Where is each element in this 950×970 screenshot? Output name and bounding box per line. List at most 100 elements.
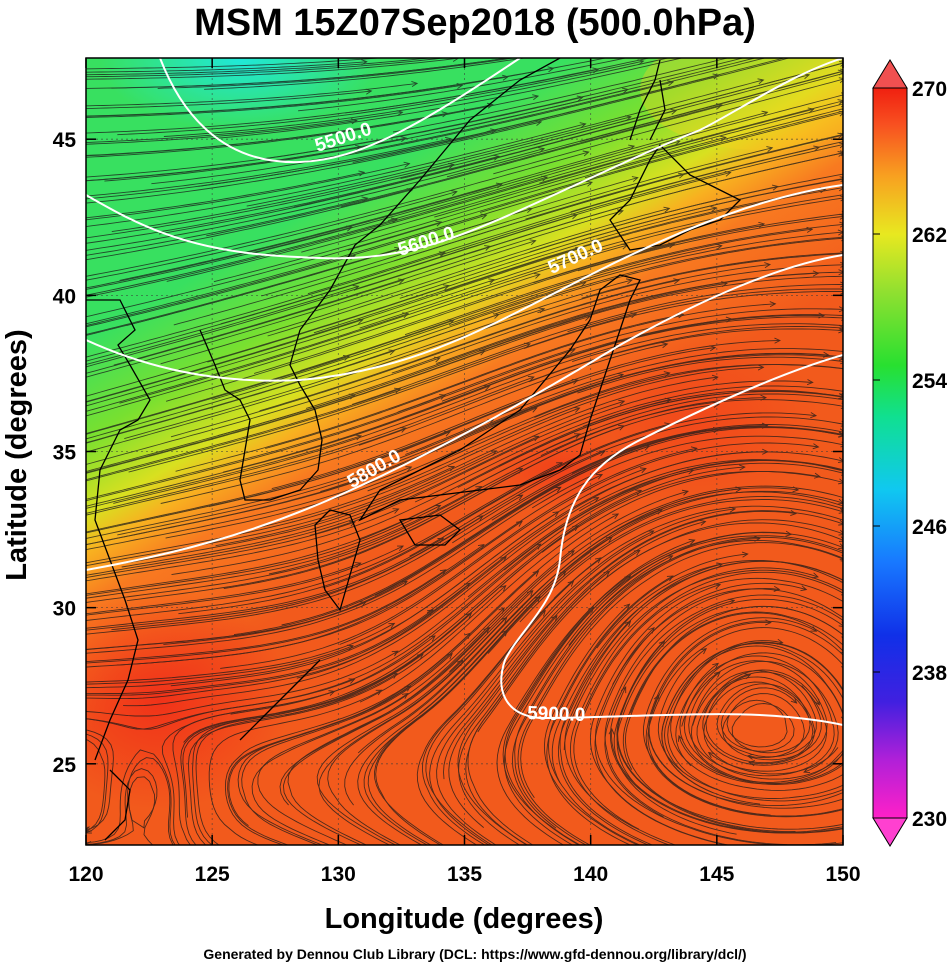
streamline-arrow [527,375,535,382]
streamline-arrow [806,379,814,386]
streamline [546,553,748,845]
streamline-arrow [348,678,356,684]
streamline [223,403,720,589]
streamline [581,252,843,299]
streamline [86,544,485,664]
streamline [513,531,843,713]
streamline-arrow [700,648,708,655]
streamline-arrow [757,78,765,85]
streamline [675,655,835,777]
streamline-arrow [390,217,398,224]
streamline [86,545,404,616]
streamline [258,58,745,160]
streamline-arrow [728,598,736,605]
streamline [86,355,350,435]
streamline [664,645,843,785]
streamline [195,673,398,845]
streamline [525,134,843,220]
streamline [165,243,675,402]
streamline [86,343,531,482]
streamline [128,313,637,473]
streamline [419,490,843,715]
streamline [681,660,828,766]
contour-5800 [86,254,843,571]
coastline-kyushu [314,509,361,612]
streamline-arrow [551,614,558,622]
streamline [359,393,843,541]
streamline-arrow [838,529,843,536]
colorbar-tick-label: 230 [912,808,947,831]
streamline-arrow [790,509,797,516]
streamline-arrow [556,49,562,54]
streamline [254,111,768,254]
streamline [113,344,621,504]
streamline-arrow [810,50,816,55]
streamline-arrow [552,48,558,53]
streamline [220,447,697,669]
streamline-arrow [587,606,595,613]
streamline-arrow [618,399,626,406]
streamline-arrow [844,646,850,652]
streamline-arrow [838,327,843,334]
streamline [318,590,534,845]
streamline [123,497,599,707]
streamline-arrow [624,575,632,582]
streamline-arrow [399,427,407,433]
streamline [86,388,401,481]
streamline-arrow [774,337,781,344]
streamline-arrow [500,616,508,624]
streamline-arrow [840,281,843,288]
colorbar-scale [872,87,908,819]
x-tick-label: 140 [573,863,608,886]
streamline [86,120,357,145]
streamline [261,147,773,297]
streamline-arrow [532,435,540,442]
streamline [577,356,843,394]
streamline [489,194,843,283]
streamline-arrow [667,80,675,87]
streamline [647,627,843,816]
streamline [86,240,536,378]
streamline [434,103,843,218]
streamline-arrow [775,50,781,55]
streamline [657,648,843,799]
streamline [690,660,843,784]
streamline-arrow [844,601,850,606]
streamline-arrow [397,278,405,285]
streamline [86,282,586,440]
streamline [111,450,605,631]
coastline-honshu [358,274,641,522]
streamline [486,58,786,133]
streamline-arrow [86,826,92,832]
streamline [233,428,719,636]
colorbar-extend-max [872,59,908,89]
streamline [119,244,628,404]
streamline-arrow [839,393,843,400]
streamline-arrow [837,498,843,505]
streamline [287,627,490,845]
streamline-arrow [757,364,765,371]
streamline-arrow [401,692,409,699]
streamline [661,643,843,794]
streamline [213,136,727,283]
streamline-arrow [349,520,357,527]
streamline-arrow [673,278,681,285]
streamline [86,385,490,507]
streamline [86,468,523,603]
streamline-arrow [764,262,772,269]
streamline-arrow [567,580,575,587]
streamline [305,58,767,162]
streamline [285,466,745,716]
streamline-arrow [388,349,396,356]
streamline-arrow [483,385,491,391]
streamline [394,134,843,262]
streamline [86,181,593,325]
streamline [563,569,843,751]
streamline [86,148,545,251]
streamline [86,58,459,80]
streamline-arrow [579,122,587,129]
streamline [217,282,728,437]
streamline-arrow [658,640,666,648]
streamline [503,462,843,571]
streamline [357,487,799,754]
